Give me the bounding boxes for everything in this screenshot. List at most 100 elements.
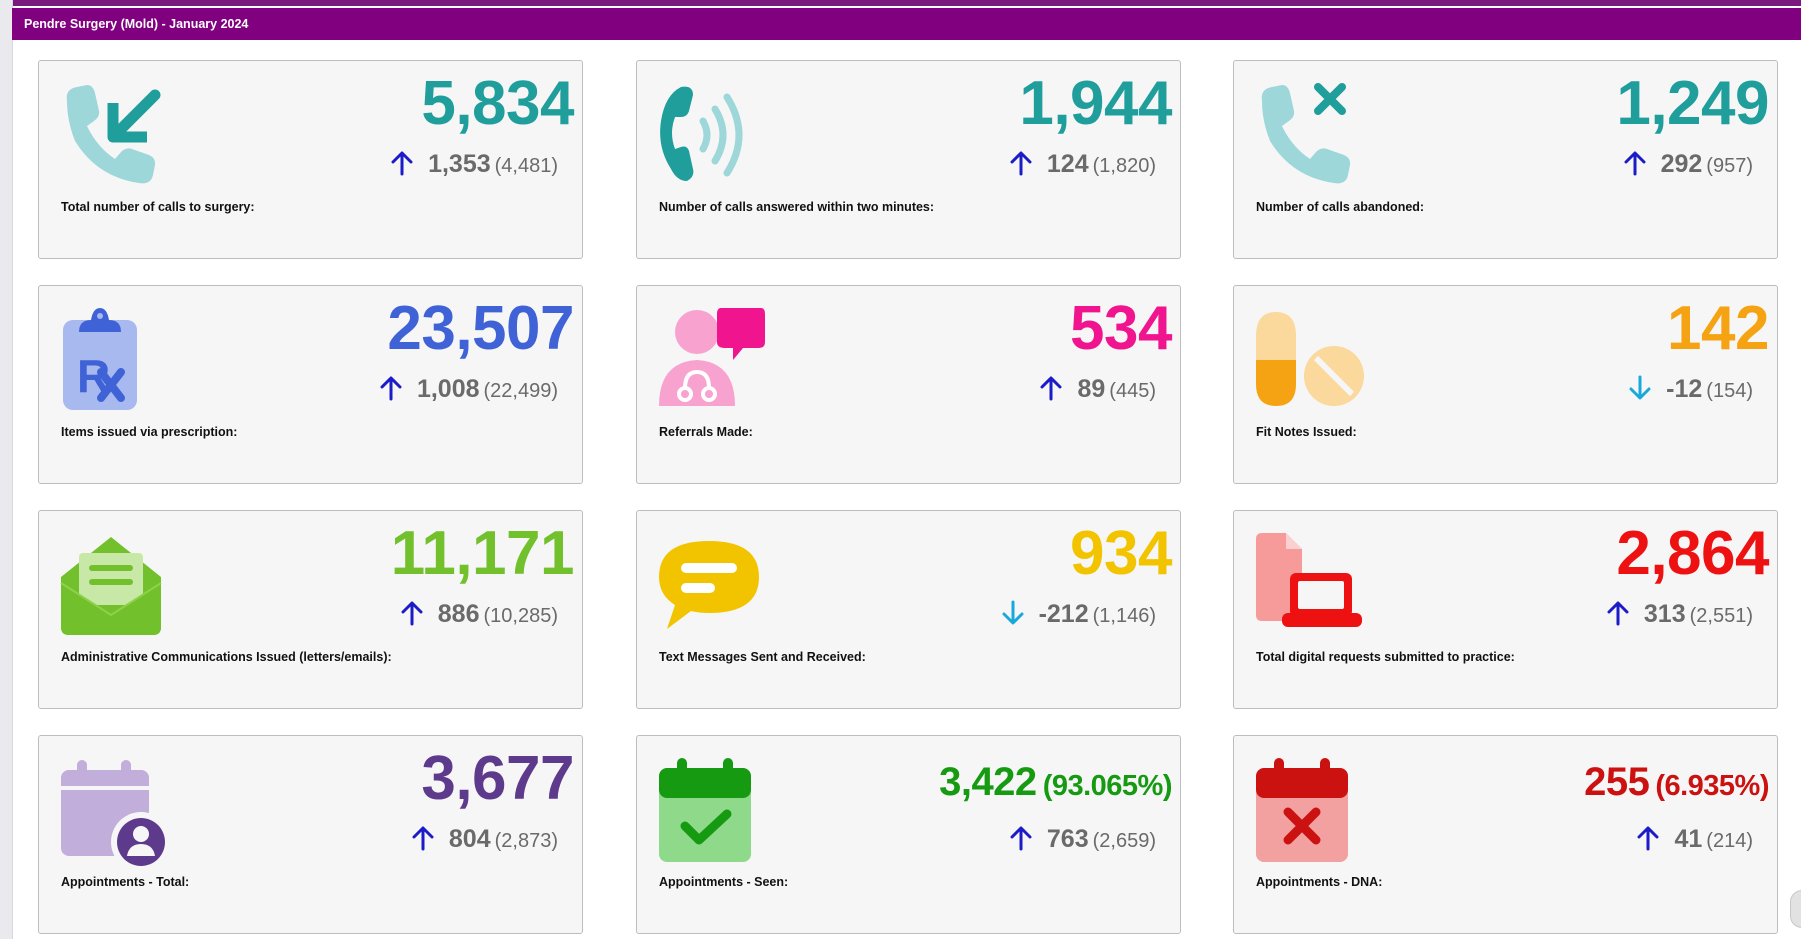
stat-value-number: 934 bbox=[1070, 519, 1172, 588]
stat-card: 3,677 804 (2,873) Appointments - Total: bbox=[38, 735, 583, 934]
arrow-up-icon bbox=[1623, 150, 1647, 176]
stat-card: 1,249 292 (957) Number of calls abandoned: bbox=[1233, 60, 1778, 259]
stat-value: 142 bbox=[1667, 292, 1769, 366]
document-laptop-icon bbox=[1252, 531, 1362, 641]
arrow-up-icon bbox=[1636, 825, 1660, 851]
left-panel-edge bbox=[0, 0, 13, 939]
change-value: 886 bbox=[437, 600, 480, 628]
stat-change: -12 (154) bbox=[1628, 374, 1753, 406]
arrow-down-icon bbox=[1001, 600, 1025, 626]
previous-value: (2,873) bbox=[494, 830, 558, 852]
pills-icon bbox=[1252, 306, 1364, 416]
top-border bbox=[0, 0, 1801, 6]
envelope-letter-icon bbox=[57, 531, 167, 641]
stat-value-number: 11,171 bbox=[390, 519, 575, 588]
stat-label: Fit Notes Issued: bbox=[1256, 425, 1357, 439]
arrow-up-icon bbox=[1606, 600, 1630, 626]
stat-value-number: 23,507 bbox=[387, 294, 574, 363]
arrow-up-icon bbox=[411, 825, 435, 851]
stat-change: 124 (1,820) bbox=[1009, 149, 1156, 181]
stat-change: 313 (2,551) bbox=[1606, 599, 1753, 631]
change-value: -212 bbox=[1038, 600, 1089, 628]
stat-card: 142 -12 (154) Fit Notes Issued: bbox=[1233, 285, 1778, 484]
speech-bubble-icon bbox=[655, 531, 765, 641]
prescription-clipboard-icon: R bbox=[57, 306, 167, 416]
stat-label: Text Messages Sent and Received: bbox=[659, 650, 866, 664]
previous-value: (1,820) bbox=[1092, 155, 1156, 177]
change-value: 1,353 bbox=[428, 150, 491, 178]
change-value: 763 bbox=[1046, 825, 1089, 853]
change-value: 89 bbox=[1077, 375, 1106, 403]
stat-card: 934 -212 (1,146) Text Messages Sent and Rec… bbox=[636, 510, 1181, 709]
previous-value: (445) bbox=[1109, 380, 1156, 402]
stat-card: 255 (6.935%) 41 (214) Appointments - DNA: bbox=[1233, 735, 1778, 934]
change-value: 292 bbox=[1660, 150, 1703, 178]
calendar-check-icon bbox=[655, 756, 765, 866]
previous-value: (957) bbox=[1706, 155, 1753, 177]
scroll-handle[interactable] bbox=[1790, 890, 1801, 928]
stat-change: 763 (2,659) bbox=[1009, 824, 1156, 856]
previous-value: (2,551) bbox=[1689, 605, 1753, 627]
report-header: Pendre Surgery (Mold) - January 2024 bbox=[12, 8, 1801, 40]
stat-label: Administrative Communications Issued (le… bbox=[61, 650, 392, 664]
change-value: -12 bbox=[1666, 375, 1703, 403]
stat-value: 255 (6.935%) bbox=[1584, 754, 1769, 814]
stat-card: R 23,507 1,008 (22,499) Items issued via pre… bbox=[38, 285, 583, 484]
calendar-cross-icon bbox=[1252, 756, 1362, 866]
change-value: 124 bbox=[1046, 150, 1089, 178]
stat-value-number: 255 bbox=[1584, 760, 1650, 804]
doctor-chat-icon bbox=[655, 306, 765, 416]
stat-value: 934 bbox=[1070, 517, 1172, 591]
stat-value-number: 3,677 bbox=[421, 744, 574, 813]
stat-change: 89 (445) bbox=[1039, 374, 1156, 406]
report-title: Pendre Surgery (Mold) - January 2024 bbox=[24, 17, 249, 31]
previous-value: (4,481) bbox=[494, 155, 558, 177]
stat-card: 3,422 (93.065%) 763 (2,659) Appointments - S… bbox=[636, 735, 1181, 934]
arrow-up-icon bbox=[379, 375, 403, 401]
stat-label: Number of calls abandoned: bbox=[1256, 200, 1425, 214]
stat-label: Total number of calls to surgery: bbox=[61, 200, 255, 214]
top-border-gap bbox=[0, 6, 1801, 8]
stat-card: 5,834 1,353 (4,481) Total number of calls t… bbox=[38, 60, 583, 259]
previous-value: (2,659) bbox=[1092, 830, 1156, 852]
stat-label: Items issued via prescription: bbox=[61, 425, 238, 439]
change-value: 41 bbox=[1674, 825, 1703, 853]
stat-value: 11,171 bbox=[390, 517, 575, 591]
stat-percentage: (6.935%) bbox=[1655, 770, 1769, 802]
stat-value: 3,677 bbox=[421, 742, 574, 816]
arrow-up-icon bbox=[1009, 825, 1033, 851]
change-value: 313 bbox=[1643, 600, 1686, 628]
stat-value-number: 142 bbox=[1667, 294, 1769, 363]
stat-change: 292 (957) bbox=[1623, 149, 1753, 181]
stat-value: 1,944 bbox=[1019, 67, 1172, 141]
stat-value: 534 bbox=[1070, 292, 1172, 366]
arrow-up-icon bbox=[1039, 375, 1063, 401]
previous-value: (154) bbox=[1706, 380, 1753, 402]
stat-card: 1,944 124 (1,820) Number of calls answered … bbox=[636, 60, 1181, 259]
stat-card: 2,864 313 (2,551) Total digital requests su… bbox=[1233, 510, 1778, 709]
phone-incoming-icon bbox=[57, 81, 167, 191]
stat-value-number: 1,944 bbox=[1019, 69, 1172, 138]
stat-value: 23,507 bbox=[387, 292, 574, 366]
stat-card: 11,171 886 (10,285) Administrative Communic… bbox=[38, 510, 583, 709]
stat-label: Appointments - Seen: bbox=[659, 875, 789, 889]
stat-change: -212 (1,146) bbox=[1001, 599, 1156, 631]
arrow-up-icon bbox=[390, 150, 414, 176]
stat-value-number: 1,249 bbox=[1616, 69, 1769, 138]
change-value: 804 bbox=[448, 825, 491, 853]
phone-missed-icon bbox=[1252, 81, 1362, 191]
previous-value: (22,499) bbox=[483, 380, 559, 402]
stat-value-number: 534 bbox=[1070, 294, 1172, 363]
stat-change: 804 (2,873) bbox=[411, 824, 558, 856]
stat-value: 3,422 (93.065%) bbox=[939, 754, 1172, 814]
stat-change: 886 (10,285) bbox=[400, 599, 558, 631]
stat-card: 534 89 (445) Referrals Made: bbox=[636, 285, 1181, 484]
stat-label: Referrals Made: bbox=[659, 425, 753, 439]
calendar-user-icon bbox=[57, 756, 171, 872]
stat-value-number: 2,864 bbox=[1616, 519, 1769, 588]
stat-value: 2,864 bbox=[1616, 517, 1769, 591]
stat-change: 41 (214) bbox=[1636, 824, 1753, 856]
stat-value: 5,834 bbox=[421, 67, 574, 141]
stat-change: 1,008 (22,499) bbox=[379, 374, 558, 406]
arrow-up-icon bbox=[1009, 150, 1033, 176]
